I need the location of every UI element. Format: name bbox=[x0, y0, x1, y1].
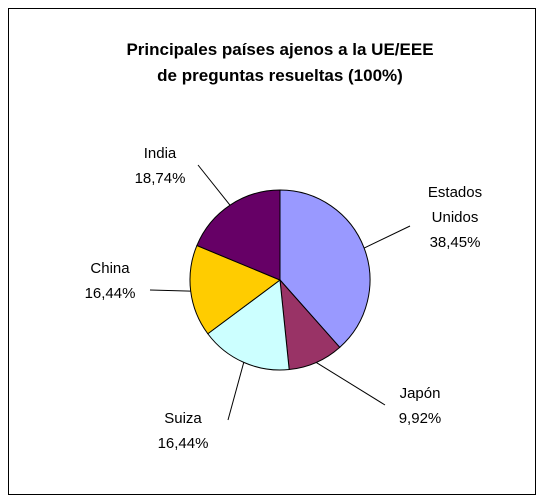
slice-value-label: 9,92% bbox=[399, 410, 442, 427]
slice-label: Estados Unidos bbox=[428, 184, 482, 226]
slice-value-label: 38,45% bbox=[430, 234, 481, 251]
slice-value-label: 16,44% bbox=[158, 435, 209, 452]
leader-line bbox=[227, 362, 245, 421]
slice-label: Suiza bbox=[164, 410, 202, 427]
slice-label: China bbox=[90, 260, 130, 277]
leader-line bbox=[197, 164, 231, 206]
slice-label: Japón bbox=[400, 385, 441, 402]
chart-title: Principales países ajenos a la UE/EEE de … bbox=[126, 40, 433, 85]
slice-label: India bbox=[144, 145, 177, 162]
leader-line bbox=[363, 225, 411, 249]
slice-value-label: 16,44% bbox=[85, 285, 136, 302]
slice-value-label: 18,74% bbox=[135, 170, 186, 187]
leader-line bbox=[149, 289, 191, 292]
leader-line bbox=[315, 361, 386, 406]
